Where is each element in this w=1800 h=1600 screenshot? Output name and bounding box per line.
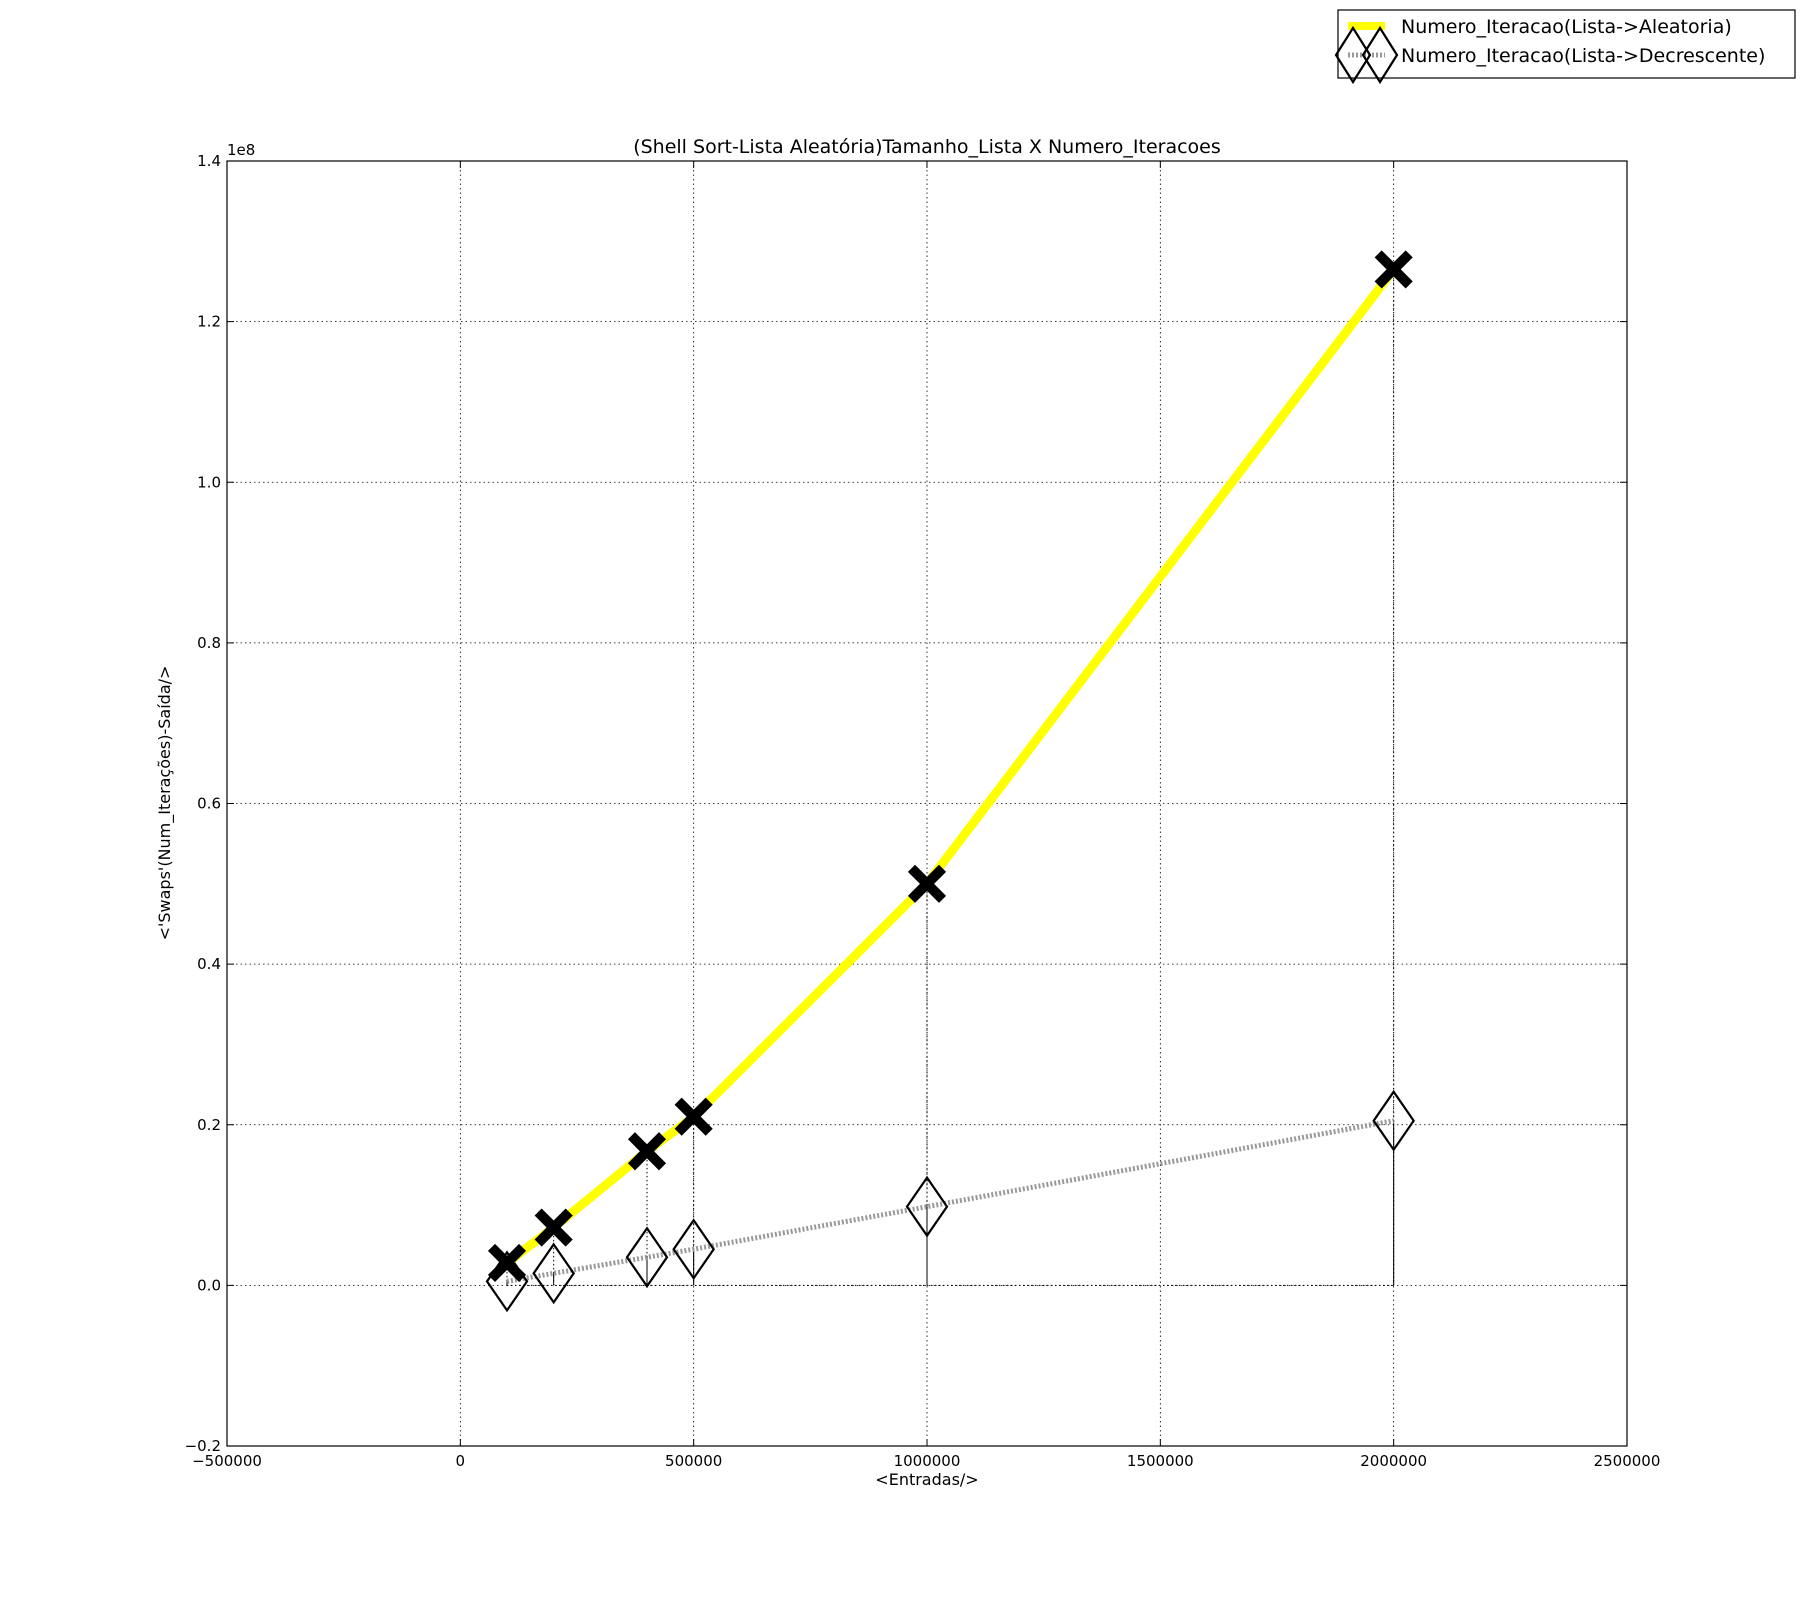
y-tick-label: 1.0 xyxy=(197,473,221,491)
legend-label-decrescente: Numero_Iteracao(Lista->Decrescente) xyxy=(1401,45,1765,67)
y-tick-label: 0.4 xyxy=(197,955,221,973)
x-tick-label: 2500000 xyxy=(1594,1452,1661,1470)
x-tick-label: 1000000 xyxy=(894,1452,961,1470)
series-layer xyxy=(485,250,1416,1313)
x-tick-label: 500000 xyxy=(665,1452,722,1470)
series-aleatoria-point xyxy=(674,1097,713,1136)
x-tick-label: −500000 xyxy=(192,1452,262,1470)
legend-label-aleatoria: Numero_Iteracao(Lista->Aleatoria) xyxy=(1401,16,1732,38)
series-decrescente-point xyxy=(1372,1089,1416,1152)
axis-ticks: −500000 0 500000 1000000 1500000 2000000 25000… xyxy=(185,152,1661,1470)
x-marker-stroke xyxy=(674,1097,713,1136)
legend-marker-decrescente-1 xyxy=(1334,25,1372,85)
x-marker-stroke xyxy=(627,1132,667,1171)
x-marker-stroke xyxy=(907,864,947,903)
y-tick-label: 0.6 xyxy=(197,795,221,813)
chart-title: (Shell Sort-Lista Aleatória)Tamanho_List… xyxy=(633,136,1221,158)
series-aleatoria-point xyxy=(1374,250,1413,289)
series-decrescente-point xyxy=(625,1226,669,1289)
x-marker-stroke xyxy=(487,1243,527,1282)
series-aleatoria-point xyxy=(534,1208,573,1247)
y-tick-label: −0.2 xyxy=(185,1437,221,1455)
x-marker-stroke xyxy=(1374,250,1413,289)
x-axis-label: <Entradas/> xyxy=(875,1470,978,1489)
series-aleatoria-point xyxy=(907,864,947,903)
series-aleatoria-point xyxy=(627,1132,667,1171)
series-aleatoria-point xyxy=(487,1243,527,1282)
y-tick-label: 0.2 xyxy=(197,1116,221,1134)
series-decrescente-point xyxy=(672,1218,716,1281)
x-marker-stroke xyxy=(534,1208,573,1247)
y-tick-label: 0.8 xyxy=(197,634,221,652)
legend-marker-decrescente-2 xyxy=(1361,25,1399,85)
series-decrescente-point xyxy=(905,1175,949,1238)
x-tick-label: 2000000 xyxy=(1360,1452,1427,1470)
legend: Numero_Iteracao(Lista->Aleatoria) Numero… xyxy=(1334,9,1796,85)
y-axis-label: <'Swaps'(Num_Iterações)-Saída/> xyxy=(155,666,175,941)
series-decrescente-line xyxy=(506,1118,1395,1284)
y-offset-label: 1e8 xyxy=(227,141,255,159)
x-tick-label: 0 xyxy=(456,1452,466,1470)
series-decrescente-point xyxy=(532,1242,576,1305)
x-tick-label: 1500000 xyxy=(1127,1452,1194,1470)
y-tick-label: 1.4 xyxy=(197,152,221,170)
y-tick-label: 0.0 xyxy=(197,1276,221,1294)
legend-box xyxy=(1337,9,1796,79)
y-tick-label: 1.2 xyxy=(197,313,221,331)
